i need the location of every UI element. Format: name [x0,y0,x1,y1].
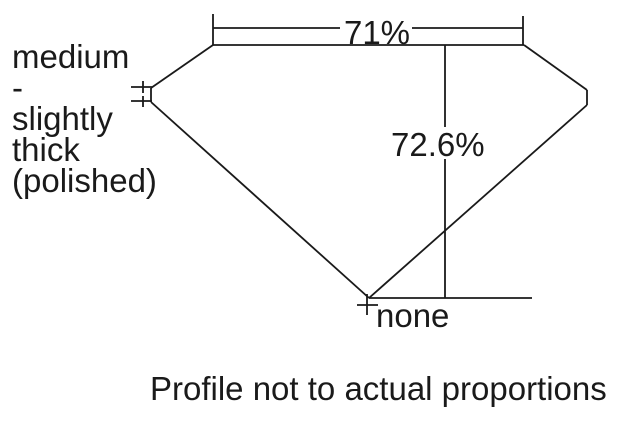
girdle-label-line-4: thick [12,131,80,168]
girdle-label-line-2: - [12,69,23,106]
pavilion-line-left [150,101,370,299]
girdle-thickness-label: medium - slightly thick (polished) [12,38,157,199]
pavilion-line-right [368,104,588,299]
crown-bevel-right [523,44,588,91]
total-depth-percentage-label: 72.6% [391,126,485,163]
girdle-label-line-1: medium [12,38,130,75]
table-width-percentage-label: 71% [343,14,411,51]
girdle-label-line-5: (polished) [12,162,157,199]
crown-bevel-left [150,44,214,89]
girdle-label-line-3: slightly [12,100,113,137]
culet-label: none [376,297,450,334]
caption-text: Profile not to actual proportions [150,370,607,407]
